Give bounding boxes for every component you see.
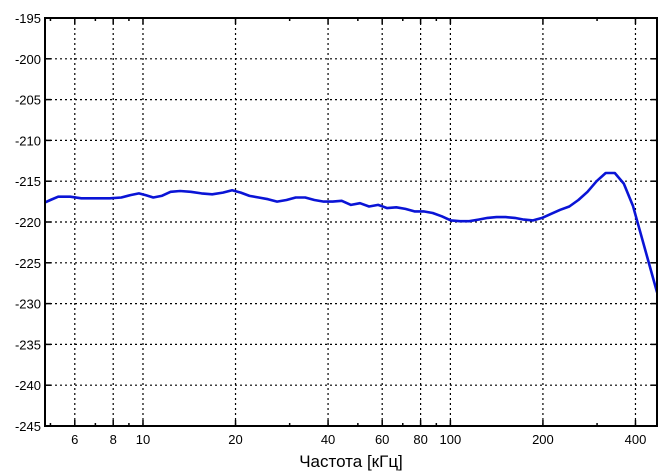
x-tick-label: 80 [413,432,427,447]
y-tick-label: -220 [15,215,41,230]
x-tick-label: 6 [71,432,78,447]
y-tick-label: -235 [15,337,41,352]
x-tick-label: 10 [136,432,150,447]
y-tick-label: -210 [15,133,41,148]
x-tick-label: 400 [625,432,647,447]
plot-frame [44,17,658,427]
y-tick-label: -225 [15,256,41,271]
y-tick-labels: -195 -200 -205 -210 -215 -220 -225 -230 -235 -240… [15,11,41,434]
y-tick-label: -195 [15,11,41,26]
y-tick-label: -245 [15,419,41,434]
x-tick-label: 8 [110,432,117,447]
x-tick-labels: 6 8 10 20 40 60 80 100 200 400 [71,432,646,447]
series-group [45,171,657,294]
x-tick-label: 60 [375,432,389,447]
y-tick-label: -215 [15,174,41,189]
y-tick-label: -200 [15,52,41,67]
grid-lines [45,18,657,426]
x-tick-label: 20 [228,432,242,447]
y-tick-label: -230 [15,297,41,312]
series-line-0 [45,171,657,294]
x-tick-label: 100 [440,432,462,447]
x-axis-title: Частота [кГц] [299,452,403,471]
y-tick-label: -205 [15,93,41,108]
x-tick-label: 200 [532,432,554,447]
x-tick-label: 40 [321,432,335,447]
y-tick-label: -240 [15,378,41,393]
